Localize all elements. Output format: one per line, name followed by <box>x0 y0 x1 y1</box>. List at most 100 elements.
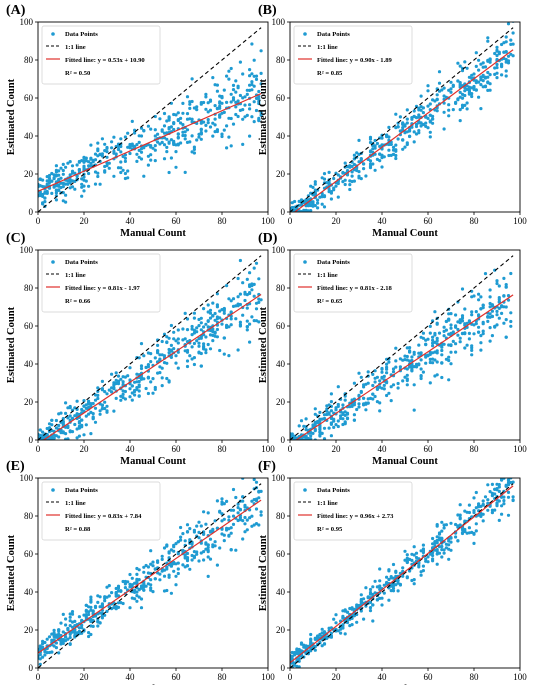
data-point <box>119 166 123 170</box>
legend-label-points: Data Points <box>65 31 98 38</box>
data-point <box>82 189 86 193</box>
data-point <box>495 66 499 70</box>
data-point <box>408 134 412 138</box>
data-point <box>185 359 190 363</box>
data-point <box>229 116 233 121</box>
data-point <box>371 383 375 388</box>
data-point <box>313 182 317 186</box>
legend-label-r2: R² = 0.95 <box>317 526 343 533</box>
data-point <box>297 648 301 652</box>
data-point <box>327 411 331 415</box>
data-point <box>151 560 155 564</box>
data-point <box>199 328 203 332</box>
data-point <box>243 292 247 296</box>
x-tick-label: 60 <box>424 444 434 454</box>
data-point <box>128 387 132 391</box>
x-tick-label: 20 <box>332 672 342 682</box>
data-point <box>133 393 137 397</box>
data-point <box>93 398 98 402</box>
data-point <box>359 157 363 161</box>
data-point <box>403 549 407 553</box>
data-point <box>387 568 391 572</box>
data-point <box>405 130 409 134</box>
data-point <box>375 157 379 161</box>
data-point <box>197 351 201 355</box>
data-point <box>254 261 259 265</box>
data-point <box>208 125 213 129</box>
data-point <box>61 181 65 186</box>
data-point <box>229 310 233 314</box>
data-point <box>447 88 451 92</box>
data-point <box>89 608 93 612</box>
data-point <box>380 136 384 140</box>
data-point <box>259 111 263 115</box>
data-point <box>252 58 256 62</box>
data-point <box>509 52 513 56</box>
x-tick-label: 40 <box>378 444 388 454</box>
data-point <box>38 657 42 661</box>
data-point <box>100 604 104 608</box>
data-point <box>68 404 72 409</box>
data-point <box>431 338 435 342</box>
data-point <box>112 386 116 390</box>
data-point <box>309 437 313 440</box>
data-point <box>414 551 419 555</box>
data-point <box>502 502 506 506</box>
data-point <box>504 50 508 54</box>
data-point <box>222 352 226 356</box>
data-point <box>486 36 490 40</box>
data-point <box>206 511 210 515</box>
data-point <box>172 549 176 553</box>
data-point <box>470 295 474 299</box>
data-point <box>100 403 104 407</box>
data-point <box>211 314 215 318</box>
data-point <box>357 371 361 375</box>
data-point <box>435 562 439 566</box>
data-point <box>211 134 215 138</box>
data-point <box>197 341 201 345</box>
legend-box <box>41 481 161 541</box>
data-point <box>149 153 153 157</box>
data-point <box>364 408 368 412</box>
data-point <box>477 68 481 72</box>
data-point <box>119 394 123 398</box>
data-point <box>481 61 485 65</box>
data-point <box>176 540 180 544</box>
data-point <box>341 403 345 407</box>
data-point <box>486 498 490 502</box>
data-point <box>401 126 405 130</box>
data-point <box>343 632 347 636</box>
data-point <box>107 388 111 392</box>
data-point <box>43 653 47 657</box>
x-tick-label: 0 <box>288 444 293 454</box>
data-point <box>181 101 185 105</box>
data-point <box>405 377 409 381</box>
data-point <box>225 124 229 128</box>
data-point <box>481 65 485 69</box>
data-point <box>502 495 506 499</box>
data-point <box>213 117 217 121</box>
data-point <box>59 181 63 185</box>
data-point <box>80 631 84 635</box>
data-point <box>495 487 499 491</box>
data-point <box>254 77 259 81</box>
data-point <box>509 38 513 42</box>
data-point <box>87 164 91 168</box>
data-point <box>368 162 373 166</box>
x-axis-label: Manual Count <box>372 228 438 239</box>
data-point <box>64 401 68 405</box>
data-point <box>137 389 141 393</box>
data-point <box>137 148 141 152</box>
data-point <box>245 306 249 310</box>
data-point <box>357 405 361 409</box>
data-point <box>394 346 398 350</box>
data-point <box>160 557 164 562</box>
data-point <box>80 626 84 630</box>
data-point <box>89 143 93 147</box>
data-point <box>135 599 139 603</box>
data-point <box>490 494 494 498</box>
data-point <box>504 74 508 78</box>
data-point <box>116 166 121 170</box>
